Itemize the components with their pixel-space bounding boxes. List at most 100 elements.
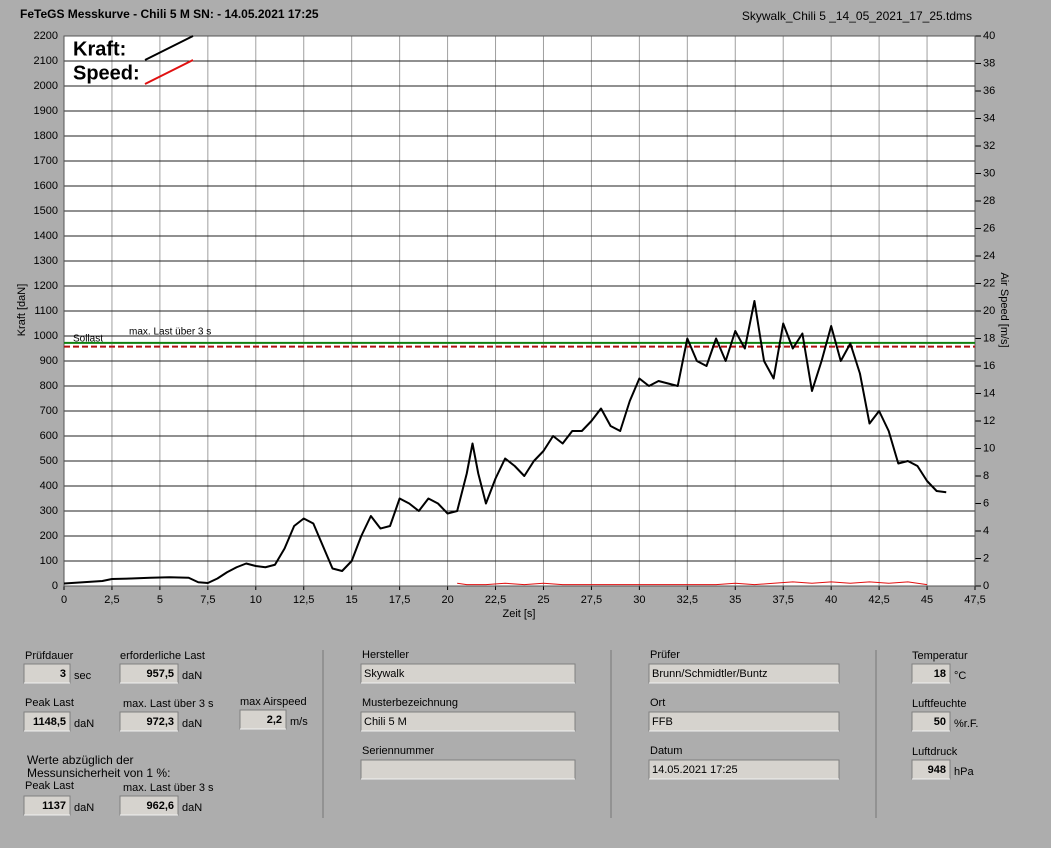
x-tick-label: 20 xyxy=(441,594,453,606)
note: Werte abzüglich der xyxy=(27,753,134,767)
y2-axis-label: Air Speed [m/s] xyxy=(998,272,1010,347)
y2-tick-label: 8 xyxy=(983,470,989,482)
y2-tick-label: 6 xyxy=(983,497,989,509)
y-tick-label: 0 xyxy=(52,580,58,592)
field-label: Hersteller xyxy=(362,649,409,661)
field-unit: daN xyxy=(182,718,202,730)
x-tick-label: 22,5 xyxy=(485,594,506,606)
x-tick-label: 12,5 xyxy=(293,594,314,606)
y2-tick-label: 14 xyxy=(983,387,995,399)
y2-tick-label: 0 xyxy=(983,580,989,592)
y-tick-label: 600 xyxy=(40,430,58,442)
field-unit: daN xyxy=(74,802,94,814)
field-label: Musterbezeichnung xyxy=(362,697,458,709)
y-tick-label: 700 xyxy=(40,405,58,417)
y2-tick-label: 24 xyxy=(983,250,995,262)
field-label: Ort xyxy=(650,697,665,709)
x-tick-label: 45 xyxy=(921,594,933,606)
y2-tick-label: 18 xyxy=(983,332,995,344)
x-tick-label: 32,5 xyxy=(677,594,698,606)
y2-tick-label: 30 xyxy=(983,167,995,179)
field-value: 2,2 xyxy=(267,714,282,726)
y-tick-label: 900 xyxy=(40,355,58,367)
series-line xyxy=(63,300,947,585)
legend-label: Kraft: xyxy=(73,38,126,60)
y2-tick-label: 38 xyxy=(983,57,995,69)
field-label: erforderliche Last xyxy=(120,650,205,662)
y-tick-label: 1300 xyxy=(34,255,58,267)
y-tick-label: 2000 xyxy=(34,80,58,92)
field-value: 957,5 xyxy=(146,668,174,680)
field-value: 972,3 xyxy=(146,716,174,728)
field-value: Brunn/Schmidtler/Buntz xyxy=(652,668,768,680)
y2-tick-label: 2 xyxy=(983,552,989,564)
file-name: Skywalk_Chili 5 _14_05_2021_17_25.tdms xyxy=(742,9,972,23)
x-tick-label: 0 xyxy=(61,594,67,606)
field-label: Luftdruck xyxy=(912,746,958,758)
field-value: 18 xyxy=(934,668,946,680)
y-tick-label: 300 xyxy=(40,505,58,517)
legend-label: Speed: xyxy=(73,62,140,84)
y-tick-label: 1100 xyxy=(34,305,58,317)
y2-tick-label: 36 xyxy=(983,85,995,97)
y-tick-label: 200 xyxy=(40,530,58,542)
y-axis-label: Kraft [daN] xyxy=(16,284,28,337)
y-tick-label: 1200 xyxy=(34,280,58,292)
x-tick-label: 7,5 xyxy=(200,594,215,606)
x-tick-label: 17,5 xyxy=(389,594,410,606)
field-unit: sec xyxy=(74,670,92,682)
x-tick-label: 42,5 xyxy=(868,594,889,606)
field-unit: m/s xyxy=(290,716,308,728)
x-tick-label: 35 xyxy=(729,594,741,606)
y-tick-label: 1500 xyxy=(34,205,58,217)
y-tick-label: 100 xyxy=(40,555,58,567)
field-label: max. Last über 3 s xyxy=(123,698,214,710)
y-tick-label: 1900 xyxy=(34,105,58,117)
field-unit: daN xyxy=(182,670,202,682)
reference-label: max. Last über 3 s xyxy=(129,327,211,338)
y-tick-label: 400 xyxy=(40,480,58,492)
x-tick-label: 15 xyxy=(346,594,358,606)
y-tick-label: 800 xyxy=(40,380,58,392)
field-label: Datum xyxy=(650,745,682,757)
x-tick-label: 27,5 xyxy=(581,594,602,606)
x-tick-label: 40 xyxy=(825,594,837,606)
field-label: max Airspeed xyxy=(240,696,307,708)
series-line xyxy=(457,581,928,586)
x-tick-label: 2,5 xyxy=(104,594,119,606)
field-value: 50 xyxy=(934,716,946,728)
field-label: Prüfer xyxy=(650,649,680,661)
y2-tick-label: 16 xyxy=(983,360,995,372)
field-label: Peak Last xyxy=(25,780,74,792)
field-label: Luftfeuchte xyxy=(912,698,966,710)
y-tick-label: 1700 xyxy=(34,155,58,167)
field-value: 14.05.2021 17:25 xyxy=(652,764,738,776)
note: Messunsicherheit von 1 %: xyxy=(27,766,170,780)
field-label: Seriennummer xyxy=(362,745,434,757)
legend-swatch xyxy=(144,35,194,61)
legend-swatch xyxy=(144,59,194,85)
field-box xyxy=(360,759,576,780)
y-tick-label: 2200 xyxy=(34,30,58,42)
y2-tick-label: 32 xyxy=(983,140,995,152)
y2-tick-label: 40 xyxy=(983,30,995,42)
y2-tick-label: 22 xyxy=(983,277,995,289)
y-tick-label: 1600 xyxy=(34,180,58,192)
y-tick-label: 1000 xyxy=(34,330,58,342)
field-value: 962,6 xyxy=(146,800,174,812)
y2-tick-label: 10 xyxy=(983,442,995,454)
y2-tick-label: 4 xyxy=(983,525,989,537)
x-tick-label: 47,5 xyxy=(964,594,985,606)
field-value: 948 xyxy=(928,764,946,776)
field-unit: °C xyxy=(954,670,966,682)
y2-tick-label: 12 xyxy=(983,415,995,427)
chart-title: FeTeGS Messkurve - Chili 5 M SN: - 14.05… xyxy=(20,7,319,21)
x-tick-label: 37,5 xyxy=(772,594,793,606)
y2-tick-label: 28 xyxy=(983,195,995,207)
y2-tick-label: 26 xyxy=(983,222,995,234)
y2-tick-label: 20 xyxy=(983,305,995,317)
x-tick-label: 25 xyxy=(537,594,549,606)
field-label: Peak Last xyxy=(25,697,74,709)
y-tick-label: 500 xyxy=(40,455,58,467)
field-unit: %r.F. xyxy=(954,718,978,730)
